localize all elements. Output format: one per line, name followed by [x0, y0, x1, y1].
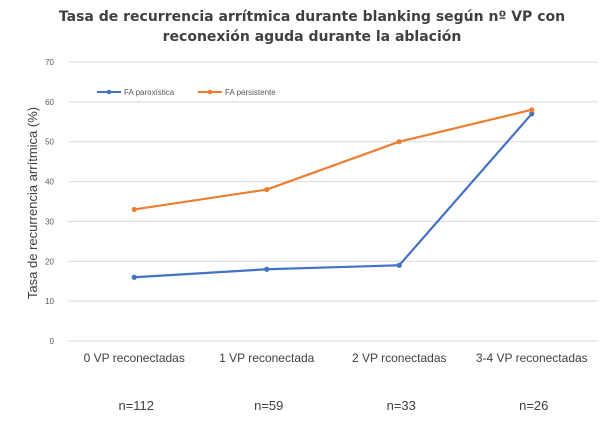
legend-label: FA paroxística: [124, 88, 175, 97]
x-category-label: 1 VP reconectada: [219, 351, 315, 365]
y-axis-label: Tasa de recurrencia arrítmica (%): [25, 107, 40, 299]
series-line: [134, 113, 533, 279]
data-point: [131, 206, 137, 213]
sample-size-label: n=26: [519, 398, 548, 413]
x-axis-categories: 0 VP reconectadas 1 VP reconectada 2 VP rc…: [84, 351, 588, 365]
legend-marker: [106, 89, 112, 95]
sample-size-labels: n=112 n=59 n=33 n=26: [118, 398, 548, 413]
legend: FA paroxística FA persistente: [97, 88, 276, 97]
chart-title-line-1: Tasa de recurrencia arrítmica durante bl…: [59, 9, 565, 25]
y-tick-label: 70: [45, 58, 54, 67]
y-tick-label: 30: [45, 217, 54, 226]
x-category-label: 2 VP rconectadas: [352, 351, 447, 365]
y-tick-label: 40: [45, 178, 54, 187]
data-point: [529, 111, 535, 117]
x-category-label: 3-4 VP reconectadas: [476, 351, 588, 365]
sample-size-label: n=112: [118, 398, 154, 413]
y-tick-label: 0: [50, 337, 55, 346]
data-point: [396, 262, 402, 268]
data-point: [264, 266, 270, 272]
y-axis-ticks: 0 10 20 30 40 50 60 70: [45, 58, 54, 346]
legend-marker: [207, 89, 213, 95]
y-tick-label: 10: [45, 297, 54, 306]
chart-title-line-2: reconexión aguda durante la ablación: [163, 29, 462, 45]
sample-size-label: n=33: [387, 398, 416, 413]
data-point: [396, 139, 402, 145]
legend-label: FA persistente: [225, 88, 276, 97]
series-lines: [131, 107, 535, 280]
data-point: [529, 107, 535, 113]
y-tick-label: 20: [45, 257, 54, 266]
x-category-label: 0 VP reconectadas: [84, 351, 185, 365]
data-point: [131, 274, 137, 280]
y-tick-label: 60: [45, 98, 54, 107]
series-line: [134, 108, 533, 211]
data-point: [264, 186, 270, 193]
sample-size-label: n=59: [254, 398, 283, 413]
chart-title: Tasa de recurrencia arrítmica durante bl…: [59, 9, 565, 45]
gridlines: [68, 61, 598, 342]
y-tick-label: 50: [45, 138, 54, 147]
